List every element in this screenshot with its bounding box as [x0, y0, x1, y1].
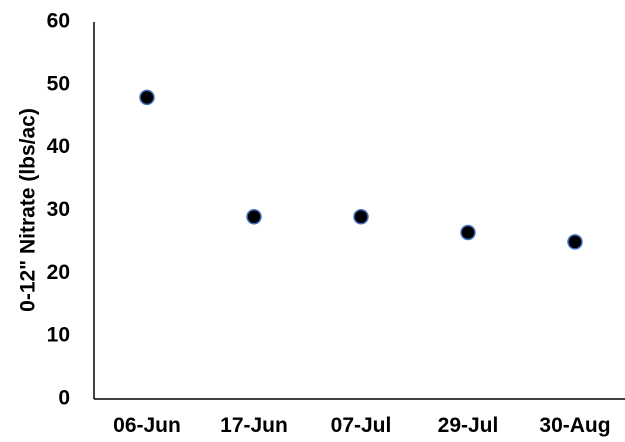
data-point: [567, 234, 583, 250]
plot-area: [93, 22, 625, 400]
x-tick-label: 06-Jun: [113, 414, 181, 437]
data-point: [246, 209, 262, 225]
y-tick-label: 0: [58, 387, 70, 410]
y-tick-labels: 0 10 20 30 40 50 60: [47, 10, 70, 410]
x-tick-labels: 06-Jun 17-Jun 07-Jul 29-Jul 30-Aug: [113, 414, 610, 437]
y-tick-label: 60: [47, 10, 70, 33]
y-tick-label: 10: [47, 324, 70, 347]
y-axis-title: 0-12" Nitrate (lbs/ac): [17, 108, 40, 312]
data-point: [460, 224, 476, 241]
x-tick-label: 07-Jul: [331, 414, 392, 437]
x-tick-label: 17-Jun: [220, 414, 288, 437]
y-tick-label: 20: [47, 261, 70, 284]
data-points: [139, 89, 583, 250]
x-tick-label: 29-Jul: [438, 414, 499, 437]
x-tick-label: 30-Aug: [539, 414, 610, 437]
y-tick-label: 30: [47, 198, 70, 221]
data-point: [139, 89, 155, 106]
y-tick-label: 50: [47, 72, 70, 95]
data-point: [353, 209, 369, 225]
y-tick-label: 40: [47, 135, 70, 158]
